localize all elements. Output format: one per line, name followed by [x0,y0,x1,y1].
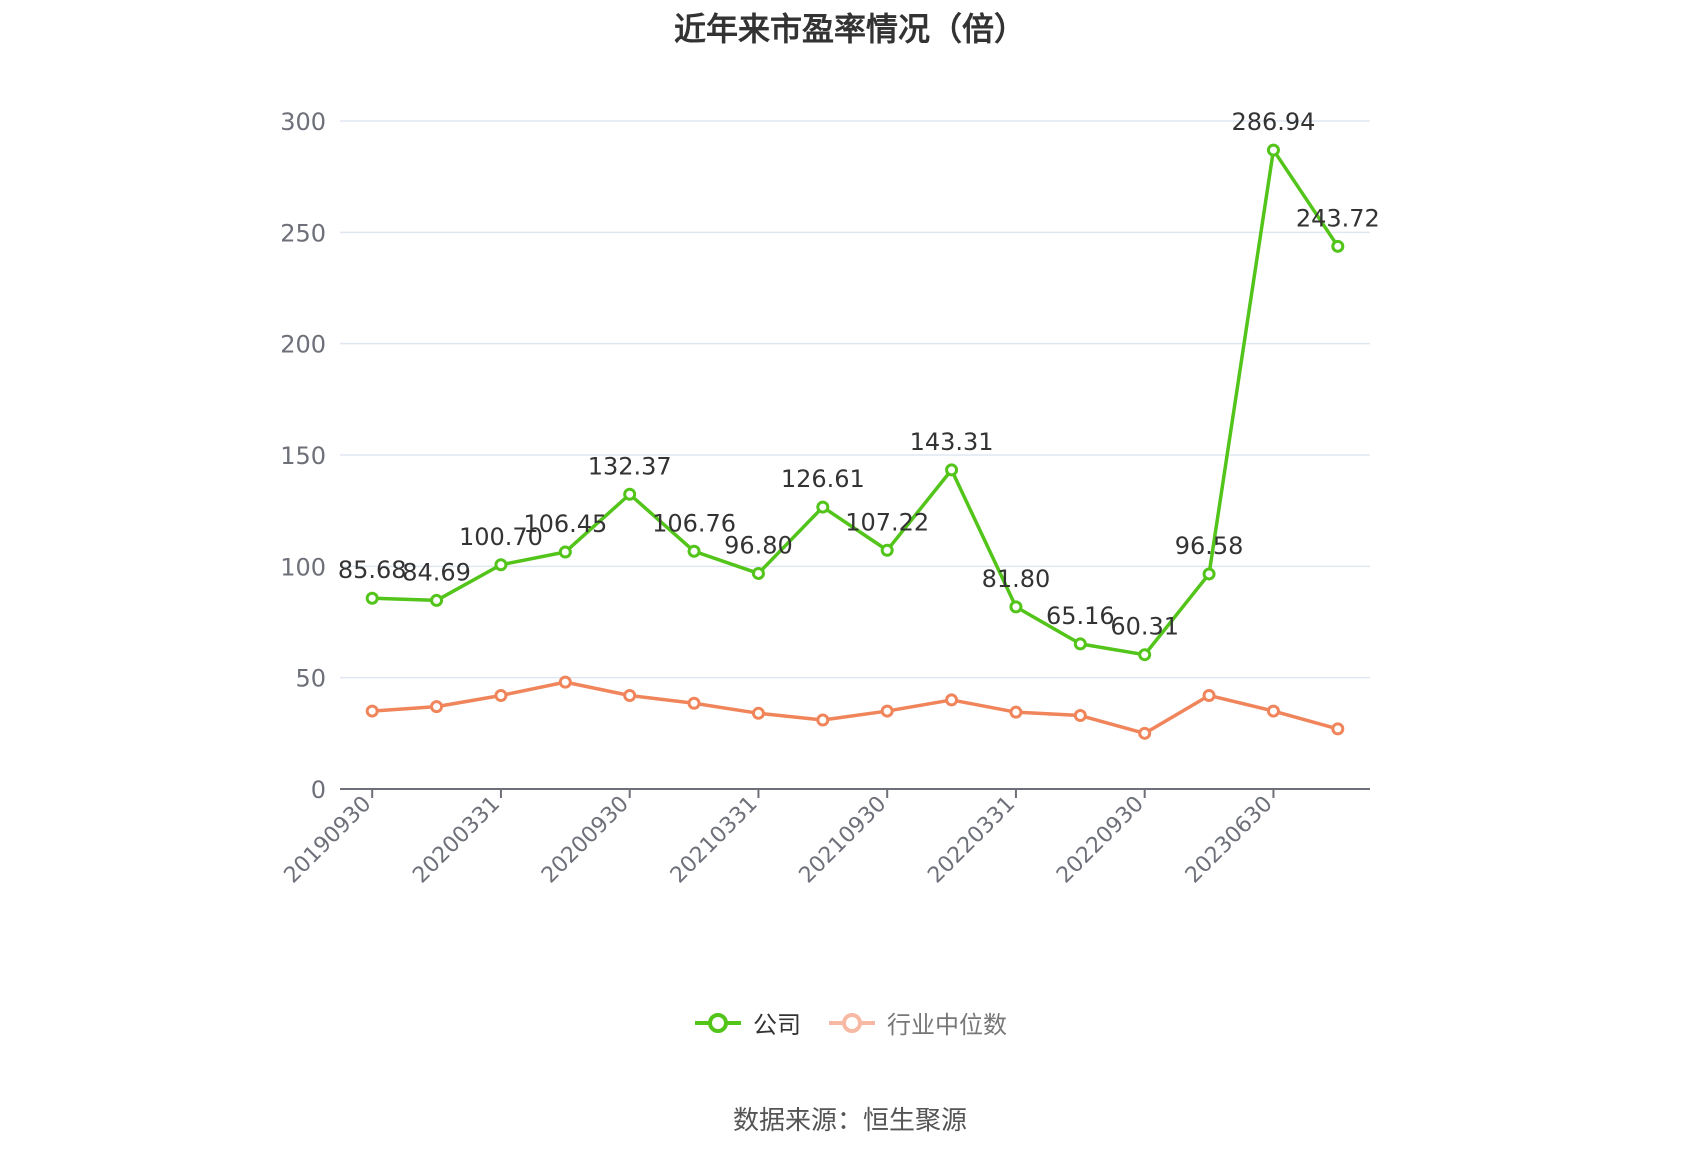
data-label: 65.16 [1046,602,1115,630]
data-label: 96.58 [1175,532,1244,560]
y-tick-label: 300 [280,108,326,136]
data-label: 243.72 [1296,204,1380,232]
data-point-1 [1138,726,1152,740]
x-tick-label: 20190930 [280,792,377,889]
y-tick-label: 250 [280,219,326,247]
legend-item-company[interactable]: 公司 [693,1005,801,1040]
x-tick-label: 20210930 [795,792,892,889]
x-tick-label: 20210331 [666,792,763,889]
data-point-1 [1073,709,1087,723]
data-point-0 [430,593,444,607]
legend-marker-industry-median [829,1012,875,1033]
data-point-1 [687,696,701,710]
data-point-1 [945,693,959,707]
chart-title: 近年来市盈率情况（倍） [673,10,1026,48]
data-point-1 [623,688,637,702]
series-line-0 [372,148,1340,657]
x-tick-label: 20200331 [408,792,505,889]
data-label: 286.94 [1231,108,1315,136]
data-label: 85.68 [338,556,407,584]
data-point-1 [430,700,444,714]
x-tick-label: 20220930 [1052,792,1149,889]
x-tick-label: 20200930 [537,792,634,889]
data-point-1 [494,688,508,702]
data-point-1 [1266,704,1280,718]
data-label: 132.37 [588,452,672,480]
data-label: 100.70 [459,523,543,551]
data-point-0 [945,463,959,477]
y-tick-label: 50 [295,665,326,693]
data-point-1 [1202,688,1216,702]
y-tick-label: 150 [280,442,326,470]
y-tick-label: 100 [280,553,326,581]
data-point-1 [1331,722,1345,736]
data-point-0 [365,591,379,605]
data-point-0 [816,500,830,514]
legend-marker-company [695,1012,741,1033]
data-point-0 [751,566,765,580]
data-point-1 [880,704,894,718]
data-point-0 [687,544,701,558]
data-point-0 [1266,143,1280,157]
data-point-0 [558,545,572,559]
legend-item-industry-median[interactable]: 行业中位数 [827,1005,1007,1040]
data-label: 143.31 [910,428,994,456]
data-point-1 [558,675,572,689]
data-point-1 [816,713,830,727]
data-point-0 [1138,648,1152,662]
y-tick-label: 0 [311,776,326,804]
y-tick-label: 200 [280,331,326,359]
data-point-0 [1009,600,1023,614]
data-label: 107.22 [845,508,929,536]
data-source-note: 数据来源：恒生聚源 [732,1106,967,1136]
data-point-0 [494,558,508,572]
data-point-1 [365,704,379,718]
data-label: 106.76 [652,509,736,537]
legend-label-industry-median: 行业中位数 [887,1011,1007,1039]
data-label: 126.61 [781,465,865,493]
data-label: 84.69 [402,558,471,586]
x-tick-label: 20220331 [923,792,1020,889]
data-label: 81.80 [982,565,1051,593]
data-label: 60.31 [1110,613,1179,641]
data-label: 106.45 [523,510,607,538]
data-point-0 [1073,637,1087,651]
data-point-0 [880,543,894,557]
legend-label-company: 公司 [753,1011,801,1039]
x-tick-label: 20230630 [1181,792,1278,889]
data-point-0 [623,487,637,501]
data-point-1 [1009,705,1023,719]
data-label: 96.80 [724,531,793,559]
series-line-1 [372,680,1339,736]
legend: 公司 行业中位数 [0,1005,1700,1040]
data-point-0 [1202,567,1216,581]
data-point-1 [751,706,765,720]
data-point-0 [1331,239,1345,253]
